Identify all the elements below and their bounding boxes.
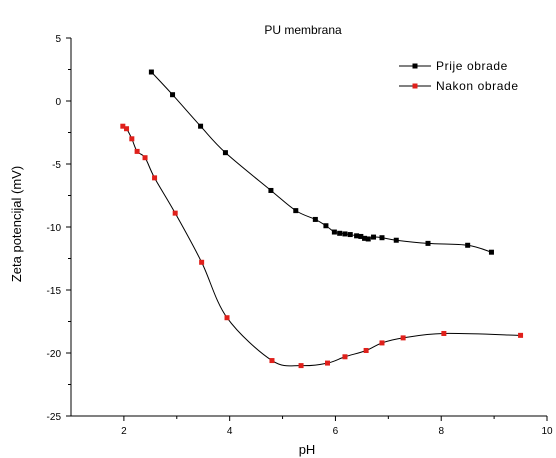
y-tick-label: 5	[55, 34, 61, 45]
x-tick-label: 6	[333, 426, 339, 437]
y-axis-ticks: 5 0 -5 -10 -15 -20 -25	[47, 34, 71, 423]
data-point	[293, 208, 299, 214]
data-point	[342, 231, 348, 237]
series-line	[122, 125, 521, 367]
x-axis-title: pH	[299, 442, 316, 457]
x-tick-label: 4	[227, 426, 233, 437]
plot-frame	[70, 38, 547, 417]
series-0	[148, 69, 494, 255]
data-point	[342, 354, 348, 360]
data-point	[354, 233, 360, 239]
data-point	[222, 150, 228, 156]
data-point	[152, 175, 158, 181]
data-point	[465, 242, 471, 248]
data-point	[363, 347, 369, 353]
data-point	[268, 187, 274, 193]
data-point	[124, 126, 130, 132]
data-point	[298, 363, 304, 369]
legend-label: Nakon obrade	[436, 79, 519, 93]
data-point	[129, 136, 135, 142]
legend-marker	[412, 83, 418, 89]
data-point	[199, 259, 205, 265]
data-point	[441, 330, 447, 336]
data-point	[337, 230, 343, 236]
data-point	[172, 210, 178, 216]
y-tick-label: -20	[47, 349, 62, 360]
x-tick-label: 10	[541, 426, 553, 437]
data-point	[362, 235, 368, 241]
chart-title: PU membrana	[264, 23, 342, 37]
y-axis-title: Zeta potencijal (mV)	[9, 166, 24, 282]
x-tick-label: 8	[438, 426, 444, 437]
data-point	[358, 233, 364, 239]
data-point	[379, 235, 385, 241]
y-tick-label: 0	[55, 97, 61, 108]
legend-marker	[412, 63, 418, 69]
data-point	[148, 69, 154, 75]
data-point	[400, 335, 406, 341]
data-point	[120, 123, 126, 129]
series-line	[151, 71, 492, 253]
y-tick-label: -5	[52, 160, 61, 171]
x-tick-label: 2	[121, 426, 127, 437]
data-point	[198, 123, 204, 129]
y-tick-label: -25	[47, 412, 62, 423]
data-point	[170, 92, 176, 98]
data-point	[224, 315, 230, 321]
series-1	[120, 123, 524, 369]
data-point	[488, 249, 494, 255]
legend-label: Prije obrade	[436, 59, 508, 73]
y-tick-label: -10	[47, 223, 62, 234]
x-axis-ticks: 2 4 6 8 10	[121, 416, 553, 437]
data-point	[142, 155, 148, 161]
data-point	[518, 332, 524, 338]
data-point	[134, 148, 140, 154]
data-point	[312, 216, 318, 222]
data-point	[331, 229, 337, 235]
data-point	[269, 358, 275, 364]
data-point	[379, 340, 385, 346]
series-layer	[120, 69, 524, 369]
data-point	[347, 232, 353, 238]
data-point	[365, 236, 371, 242]
data-point	[393, 237, 399, 243]
data-point	[425, 240, 431, 246]
data-point	[323, 223, 329, 229]
data-point	[371, 234, 377, 240]
data-point	[325, 360, 331, 366]
y-tick-label: -15	[47, 286, 62, 297]
legend: Prije obrade Nakon obrade	[399, 59, 519, 93]
